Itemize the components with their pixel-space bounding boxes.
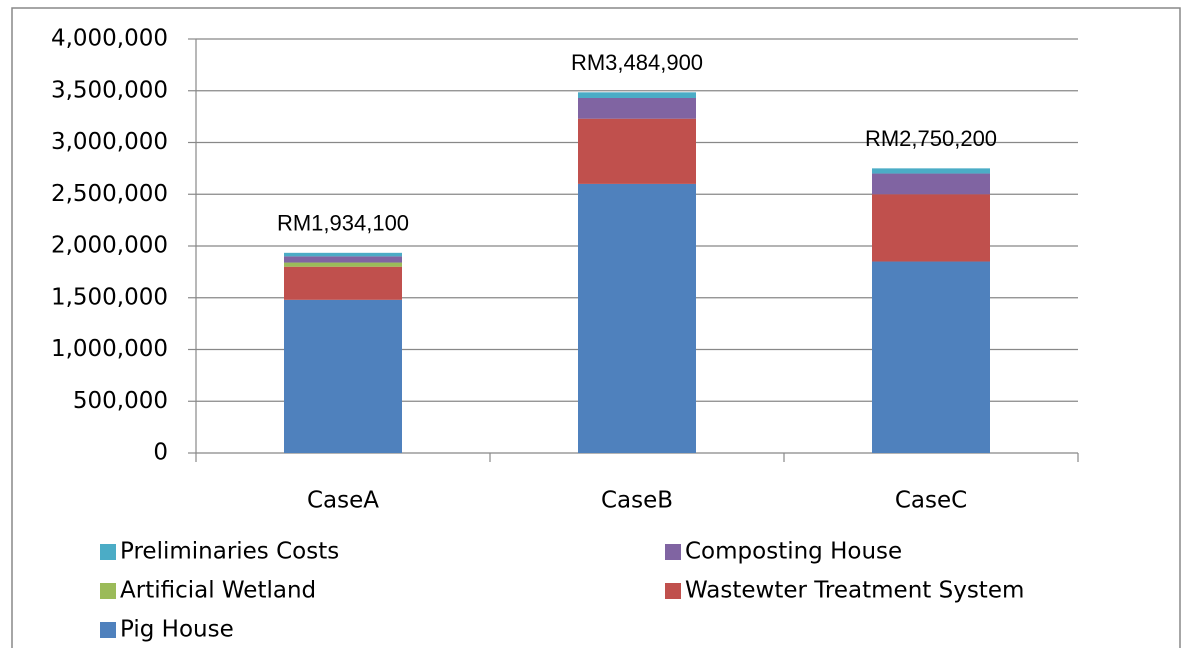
bar-segment	[872, 261, 990, 453]
y-tick-label: 3,500,000	[51, 77, 168, 103]
legend-label: Artificial Wetland	[120, 578, 316, 604]
legend-swatch	[100, 622, 116, 638]
y-tick-label: 1,500,000	[51, 284, 168, 310]
y-tick-label: 1,000,000	[51, 336, 168, 362]
total-label: RM3,484,900	[571, 50, 703, 75]
bar-segment	[284, 262, 402, 267]
bar-segment	[872, 168, 990, 174]
total-label: RM1,934,100	[277, 211, 409, 236]
bar-segment	[284, 299, 402, 453]
y-tick-label: 2,000,000	[51, 233, 168, 259]
total-label: RM2,750,200	[865, 126, 997, 151]
bar-segment	[578, 97, 696, 119]
y-tick-label: 2,500,000	[51, 181, 168, 207]
x-tick-label: CaseC	[895, 488, 967, 514]
y-tick-label: 500,000	[73, 388, 168, 414]
legend-label: Preliminaries Costs	[120, 539, 339, 565]
chart-frame	[11, 7, 1181, 648]
bar-segment	[578, 118, 696, 184]
legend-label: Wastewter Treatment System	[685, 578, 1024, 604]
y-tick-label: 3,000,000	[51, 129, 168, 155]
x-tick-label: CaseB	[601, 488, 673, 514]
legend-label: Composting House	[685, 539, 902, 565]
legend-swatch	[665, 544, 681, 560]
bar-segment	[578, 92, 696, 98]
bar-segment	[872, 194, 990, 262]
bar-segment	[284, 266, 402, 300]
x-tick-label: CaseA	[307, 488, 379, 514]
bar-segment	[872, 173, 990, 195]
bar-segment	[578, 183, 696, 453]
legend-swatch	[665, 583, 681, 599]
legend-label: Pig House	[120, 617, 234, 643]
legend-swatch	[100, 583, 116, 599]
bar-segment	[284, 256, 402, 263]
y-tick-label: 0	[153, 440, 168, 466]
bar-segment	[284, 252, 402, 257]
y-tick-label: 4,000,000	[51, 26, 168, 52]
legend-swatch	[100, 544, 116, 560]
